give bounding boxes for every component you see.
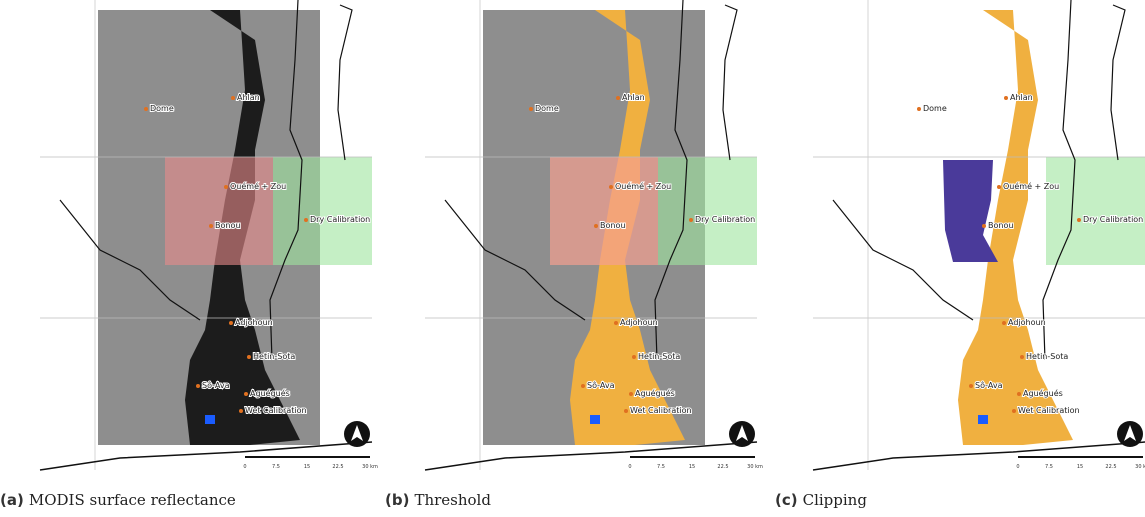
place-label: Adjohoun bbox=[235, 318, 273, 327]
caption: (b) Threshold bbox=[385, 491, 491, 509]
place-label: Sô-Ava bbox=[975, 380, 1003, 390]
place-marker bbox=[1002, 321, 1006, 325]
place-label: Bonou bbox=[988, 221, 1013, 230]
place-label: Ouémé + Zou bbox=[230, 181, 286, 191]
place-label: Ahlan bbox=[237, 93, 260, 102]
place-marker bbox=[629, 392, 633, 396]
place-marker bbox=[609, 185, 613, 189]
caption-label: (a) bbox=[0, 491, 24, 509]
scale-label: 30 km bbox=[362, 464, 378, 470]
place-marker bbox=[304, 218, 308, 222]
place-marker bbox=[982, 224, 986, 228]
place-marker bbox=[632, 355, 636, 359]
place-label: Dry Calibration bbox=[695, 215, 755, 224]
scale-label: 15 bbox=[304, 464, 310, 470]
place-label: Wet Calibration bbox=[1018, 406, 1080, 415]
place-label: Ahlan bbox=[1010, 93, 1033, 102]
scale-label: 22.5 bbox=[1105, 464, 1116, 470]
scale-label: 30 km bbox=[1135, 464, 1145, 470]
caption-text: Threshold bbox=[414, 491, 491, 509]
place-marker bbox=[614, 321, 618, 325]
place-marker bbox=[624, 409, 628, 413]
scale-label: 7.5 bbox=[1045, 464, 1053, 470]
place-label: Wet Calibration bbox=[245, 406, 307, 415]
place-label: Hetin-Sota bbox=[638, 352, 680, 361]
place-marker bbox=[594, 224, 598, 228]
caption-text: Clipping bbox=[803, 491, 868, 509]
place-label: Adjohoun bbox=[1008, 318, 1046, 327]
place-marker bbox=[969, 384, 973, 388]
scale-label: 7.5 bbox=[657, 464, 665, 470]
place-marker bbox=[997, 185, 1001, 189]
place-label: Dome bbox=[150, 104, 174, 113]
scale-label: 22.5 bbox=[717, 464, 728, 470]
caption-text: MODIS surface reflectance bbox=[29, 491, 236, 509]
place-label: Dome bbox=[923, 104, 947, 113]
place-marker bbox=[1077, 218, 1081, 222]
place-marker bbox=[239, 409, 243, 413]
figure: Dome Ahlan Ouémé + Zou Bonou Dry Calibration… bbox=[0, 0, 1145, 517]
place-label: Ouémé + Zou bbox=[1003, 181, 1059, 191]
caption: (a) MODIS surface reflectance bbox=[0, 491, 236, 509]
place-marker bbox=[244, 392, 248, 396]
place-marker bbox=[196, 384, 200, 388]
panel-c: Dome Ahlan Ouémé + Zou Bonou Dry Calibration… bbox=[813, 0, 1145, 470]
place-marker bbox=[917, 107, 921, 111]
place-label: Ouémé + Zou bbox=[615, 181, 671, 191]
place-label: Bonou bbox=[215, 221, 240, 230]
scale-label: 15 bbox=[689, 464, 695, 470]
place-marker bbox=[689, 218, 693, 222]
place-label: Hetin-Sota bbox=[253, 352, 295, 361]
place-marker bbox=[581, 384, 585, 388]
place-marker bbox=[247, 355, 251, 359]
caption-label: (c) bbox=[775, 491, 798, 509]
place-label: Wet Calibration bbox=[630, 406, 692, 415]
place-label: Aguégués bbox=[635, 388, 675, 398]
place-marker bbox=[229, 321, 233, 325]
place-label: Dry Calibration bbox=[310, 215, 370, 224]
scale-label: 0 bbox=[628, 464, 631, 470]
place-marker bbox=[1004, 96, 1008, 100]
place-label: Ahlan bbox=[622, 93, 645, 102]
place-marker bbox=[529, 107, 533, 111]
place-marker bbox=[1020, 355, 1024, 359]
caption-label: (b) bbox=[385, 491, 409, 509]
panel-a: Dome Ahlan Ouémé + Zou Bonou Dry Calibration… bbox=[40, 0, 378, 470]
place-marker bbox=[1017, 392, 1021, 396]
place-label: Sô-Ava bbox=[587, 380, 615, 390]
place-label: Adjohoun bbox=[620, 318, 658, 327]
place-label: Sô-Ava bbox=[202, 380, 230, 390]
place-marker bbox=[1012, 409, 1016, 413]
place-marker bbox=[144, 107, 148, 111]
place-label: Bonou bbox=[600, 221, 625, 230]
place-label: Hetin-Sota bbox=[1026, 352, 1068, 361]
place-label: Dome bbox=[535, 104, 559, 113]
scale-label: 7.5 bbox=[272, 464, 280, 470]
place-label: Aguégués bbox=[250, 388, 290, 398]
place-marker bbox=[224, 185, 228, 189]
scale-label: 0 bbox=[1016, 464, 1019, 470]
place-marker bbox=[616, 96, 620, 100]
scale-label: 0 bbox=[243, 464, 246, 470]
panel-b: Dome Ahlan Ouémé + Zou Bonou Dry Calibration… bbox=[425, 0, 763, 470]
place-marker bbox=[231, 96, 235, 100]
place-label: Dry Calibration bbox=[1083, 215, 1143, 224]
caption: (c) Clipping bbox=[775, 491, 867, 509]
scale-label: 15 bbox=[1077, 464, 1083, 470]
place-label: Aguégués bbox=[1023, 388, 1063, 398]
place-marker bbox=[209, 224, 213, 228]
scale-label: 22.5 bbox=[332, 464, 343, 470]
scale-label: 30 km bbox=[747, 464, 763, 470]
